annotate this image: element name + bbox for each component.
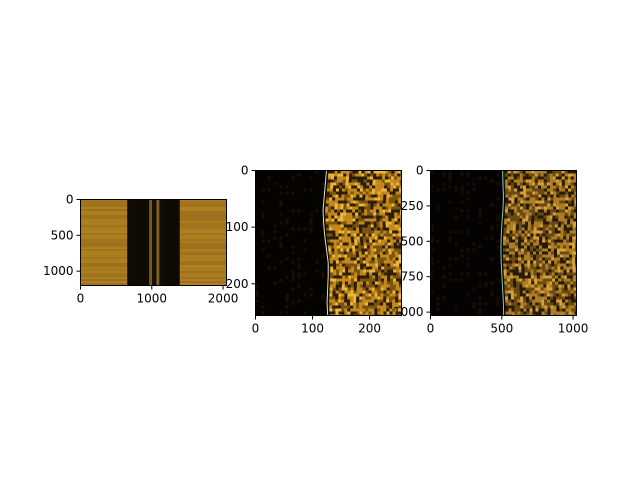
image-band [80,199,128,286]
y-tick-label: 100 [226,220,249,234]
y-tick-label: 0 [66,193,74,207]
y-tick-label: 750 [401,270,424,284]
y-tick-label: 250 [401,199,424,213]
image-band [163,199,181,286]
x-tick-label: 1000 [558,322,589,336]
y-tick-label: 200 [226,277,249,291]
image-band [149,199,153,286]
y-tick-label: 0 [416,164,424,178]
axes-frame [430,170,577,316]
y-tick-label: 1000 [393,305,424,319]
x-tick-label: 500 [490,322,513,336]
bottom-line [322,170,329,316]
sonar-image-3 [430,170,577,316]
y-tick-label: 0 [241,164,249,178]
x-tick-label: 0 [427,322,435,336]
x-tick-label: 0 [252,322,260,336]
image-band [159,199,165,286]
image-band [156,199,160,286]
axes-frame [255,170,402,316]
bottom-line [500,170,505,316]
sonar-image-2 [255,170,402,316]
x-tick-label: 200 [358,322,381,336]
y-tick-label: 500 [401,234,424,248]
sonar-image-1 [80,199,227,286]
x-tick-label: 2000 [208,292,239,306]
y-tick-label: 500 [51,228,74,242]
image-band [152,199,157,286]
x-tick-label: 100 [301,322,324,336]
x-tick-label: 1000 [137,292,168,306]
image-band [127,199,150,286]
y-tick-label: 1000 [43,264,74,278]
x-tick-label: 0 [77,292,85,306]
axes-frame [80,199,227,286]
subplot-2: 0 100 200 0 100 200 [226,164,402,336]
image-band [179,199,227,286]
